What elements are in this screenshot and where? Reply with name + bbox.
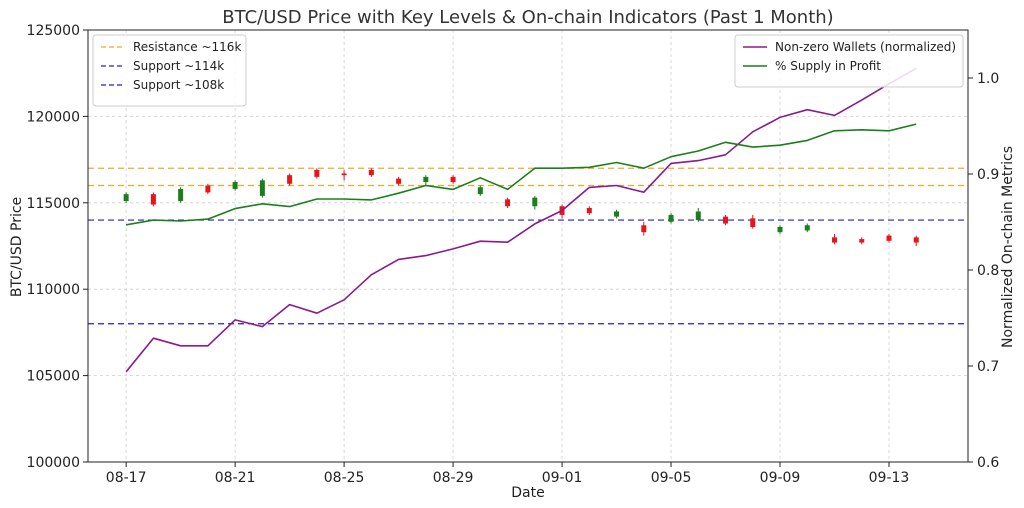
y-tick-label: 110000: [27, 282, 80, 298]
candle-body: [205, 185, 211, 193]
candle-body: [368, 169, 374, 176]
x-tick-label: 09-01: [542, 470, 583, 486]
candle-body: [750, 218, 756, 227]
legend-right-box: [734, 34, 964, 88]
series-line: [125, 123, 917, 226]
candle-body: [178, 188, 184, 202]
y2-axis-title: Normalized On-chain Metrics: [1000, 146, 1016, 348]
candle-body: [532, 197, 538, 207]
candle-body: [477, 187, 483, 195]
candle-body: [586, 207, 592, 214]
y-axis-title: BTC/USD Price: [9, 197, 25, 297]
ticks-layer: 08-17 08-21 08-25 08-29 09-01 09-05 09-09 09-13…: [27, 23, 1000, 486]
series-layer: [125, 67, 917, 373]
y2-tick-label: 0.6: [977, 455, 999, 471]
candle-body: [886, 235, 892, 241]
candle-body: [287, 175, 293, 184]
x-axis-title: Date: [511, 485, 544, 501]
x-tick-label: 08-29: [433, 470, 474, 486]
candle-body: [804, 225, 810, 231]
y2-tick-label: 1.0: [977, 71, 999, 87]
legend-left-box: [92, 34, 247, 107]
candle-body: [341, 173, 347, 176]
y-tick-label: 125000: [27, 23, 80, 39]
plot-frame: [87, 29, 969, 463]
candle-body: [314, 169, 320, 177]
x-tick-label: 08-25: [324, 470, 365, 486]
candle-body: [614, 211, 620, 217]
candle-body: [396, 178, 402, 184]
legend-right: Non-zero Wallets (normalized) % Supply in…: [734, 34, 964, 88]
y-tick-label: 100000: [27, 455, 80, 471]
y-tick-label: 105000: [27, 369, 80, 385]
x-tick-label: 08-17: [106, 470, 147, 486]
candle-body: [232, 182, 238, 189]
candle-body: [123, 194, 129, 202]
candle-body: [859, 239, 865, 243]
candle-body: [723, 216, 729, 224]
legend-left-label: Support ~114k: [133, 59, 224, 73]
y2-tick-label: 0.8: [977, 263, 999, 279]
legend-right-label: Non-zero Wallets (normalized): [775, 40, 956, 54]
candle-body: [695, 211, 701, 221]
legend-left-label: Resistance ~116k: [133, 40, 241, 54]
candle-body: [450, 176, 456, 183]
legend-left: Resistance ~116k Support ~114k Support ~10…: [92, 34, 247, 107]
candle-body: [505, 199, 511, 207]
legend-left-label: Support ~108k: [133, 78, 224, 92]
levels-layer: [88, 167, 968, 325]
candle-body: [777, 226, 783, 233]
y2-tick-label: 0.9: [977, 167, 999, 183]
y-tick-label: 120000: [27, 109, 80, 125]
x-tick-label: 08-21: [215, 470, 256, 486]
candle-body: [150, 194, 156, 205]
candle-body: [913, 237, 919, 243]
candle-body: [423, 176, 429, 183]
series-line: [125, 67, 917, 373]
x-tick-label: 09-05: [651, 470, 692, 486]
y2-tick-label: 0.7: [977, 359, 999, 375]
candle-body: [668, 214, 674, 222]
candle-body: [641, 225, 647, 233]
chart-title: BTC/USD Price with Key Levels & On-chain…: [222, 7, 833, 28]
x-tick-label: 09-09: [760, 470, 801, 486]
candle-body: [259, 180, 265, 196]
legend-right-label: % Supply in Profit: [775, 59, 881, 73]
x-tick-label: 09-13: [869, 470, 910, 486]
candle-body: [832, 237, 838, 243]
y-tick-label: 115000: [27, 196, 80, 212]
